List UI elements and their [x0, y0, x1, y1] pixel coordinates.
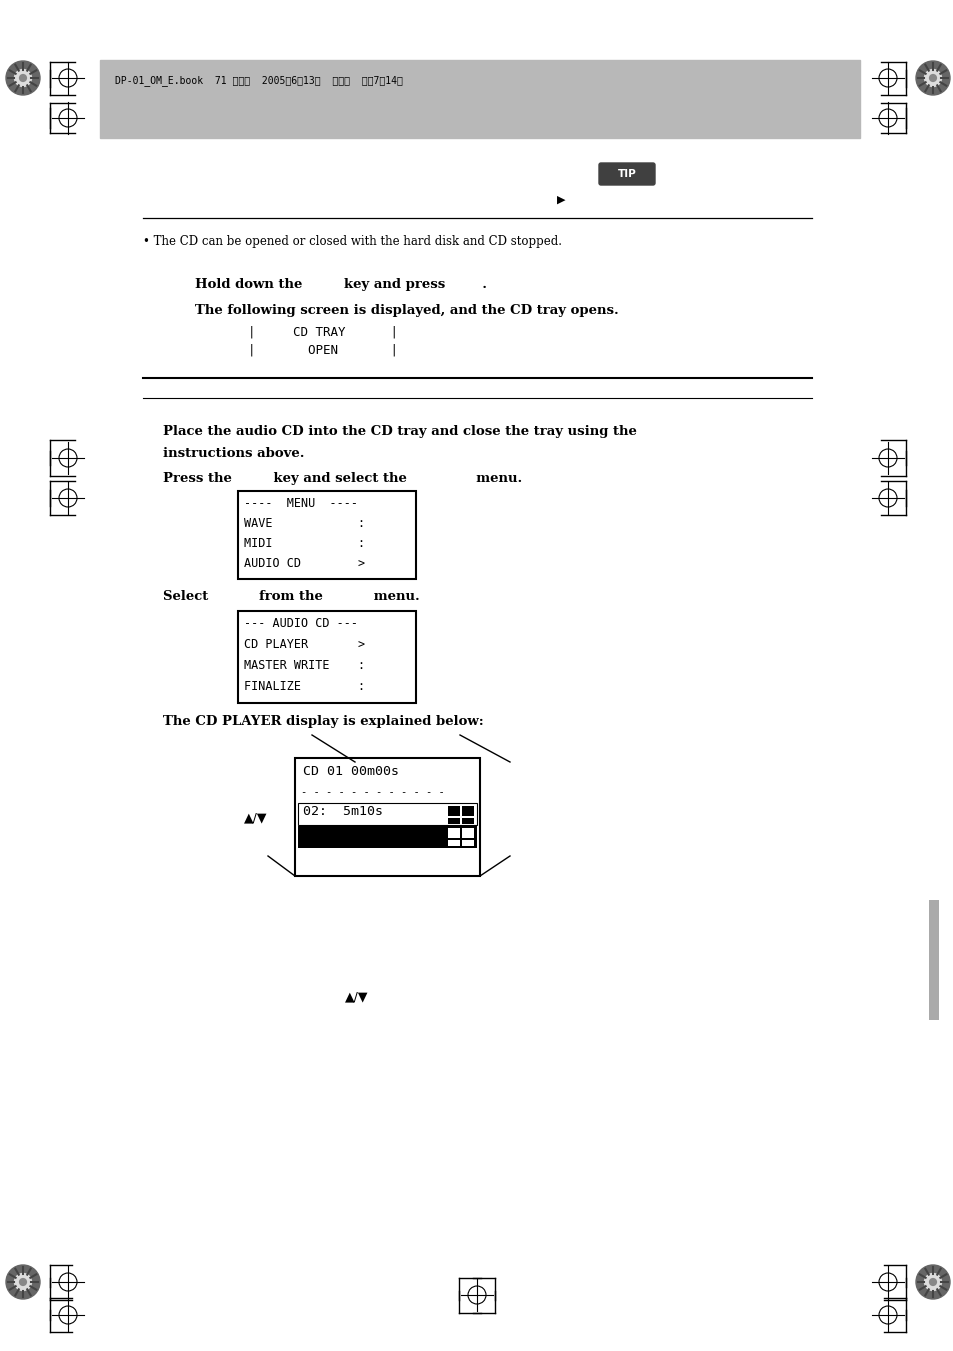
Bar — [448, 828, 459, 838]
Bar — [237, 611, 416, 703]
Text: - - - - - - - - - - - -: - - - - - - - - - - - - — [301, 788, 444, 797]
Text: CD 01 00m00s: CD 01 00m00s — [303, 765, 398, 778]
Circle shape — [6, 1265, 40, 1300]
Circle shape — [14, 69, 31, 86]
Text: ▲/▼: ▲/▼ — [345, 990, 369, 1002]
Text: instructions above.: instructions above. — [163, 447, 304, 459]
Text: TIP: TIP — [617, 169, 636, 178]
Text: 03:  4m15s: 03: 4m15s — [303, 828, 382, 842]
FancyBboxPatch shape — [598, 163, 655, 185]
Circle shape — [6, 61, 40, 95]
Text: Hold down the         key and press        .: Hold down the key and press . — [194, 278, 486, 290]
Text: DP-01_OM_E.book  71 ページ  2005年6月13日  月曜日  午後7時14分: DP-01_OM_E.book 71 ページ 2005年6月13日 月曜日 午後… — [115, 76, 402, 86]
Bar — [461, 817, 474, 824]
Bar — [461, 840, 474, 846]
Circle shape — [915, 61, 949, 95]
Text: |       OPEN       |: | OPEN | — [248, 345, 397, 357]
Circle shape — [928, 74, 936, 81]
Text: Press the         key and select the               menu.: Press the key and select the menu. — [163, 471, 521, 485]
Text: MIDI            :: MIDI : — [244, 536, 365, 550]
Text: The following screen is displayed, and the CD tray opens.: The following screen is displayed, and t… — [194, 304, 618, 317]
Text: AUDIO CD        >: AUDIO CD > — [244, 557, 365, 570]
Circle shape — [14, 1274, 31, 1290]
Text: 02:  5m10s: 02: 5m10s — [303, 805, 382, 817]
Text: ----  MENU  ----: ---- MENU ---- — [244, 497, 357, 509]
Circle shape — [928, 1278, 936, 1285]
Text: MASTER WRITE    :: MASTER WRITE : — [244, 659, 365, 671]
Bar — [928, 900, 938, 1020]
Bar — [448, 840, 459, 846]
Circle shape — [923, 69, 941, 86]
Text: The CD PLAYER display is explained below:: The CD PLAYER display is explained below… — [163, 715, 483, 728]
Bar — [461, 828, 474, 838]
Bar — [100, 59, 859, 138]
Text: FINALIZE        :: FINALIZE : — [244, 680, 365, 693]
Bar — [448, 817, 459, 824]
Circle shape — [20, 1278, 27, 1285]
Text: Place the audio CD into the CD tray and close the tray using the: Place the audio CD into the CD tray and … — [163, 426, 637, 438]
Bar — [294, 758, 479, 875]
Text: CD PLAYER       >: CD PLAYER > — [244, 638, 365, 651]
Text: WAVE            :: WAVE : — [244, 517, 365, 530]
Text: Select           from the           menu.: Select from the menu. — [163, 590, 419, 603]
Text: --- AUDIO CD ---: --- AUDIO CD --- — [244, 617, 357, 630]
Bar — [461, 807, 474, 816]
Text: ▲/▼: ▲/▼ — [244, 812, 268, 824]
Bar — [237, 490, 416, 580]
Bar — [448, 807, 459, 816]
Text: • The CD can be opened or closed with the hard disk and CD stopped.: • The CD can be opened or closed with th… — [143, 235, 561, 249]
Circle shape — [915, 1265, 949, 1300]
Bar — [297, 802, 476, 825]
Circle shape — [923, 1274, 941, 1290]
Text: |     CD TRAY      |: | CD TRAY | — [248, 326, 397, 338]
Circle shape — [20, 74, 27, 81]
Bar — [297, 825, 476, 848]
Text: ▶: ▶ — [557, 195, 565, 205]
